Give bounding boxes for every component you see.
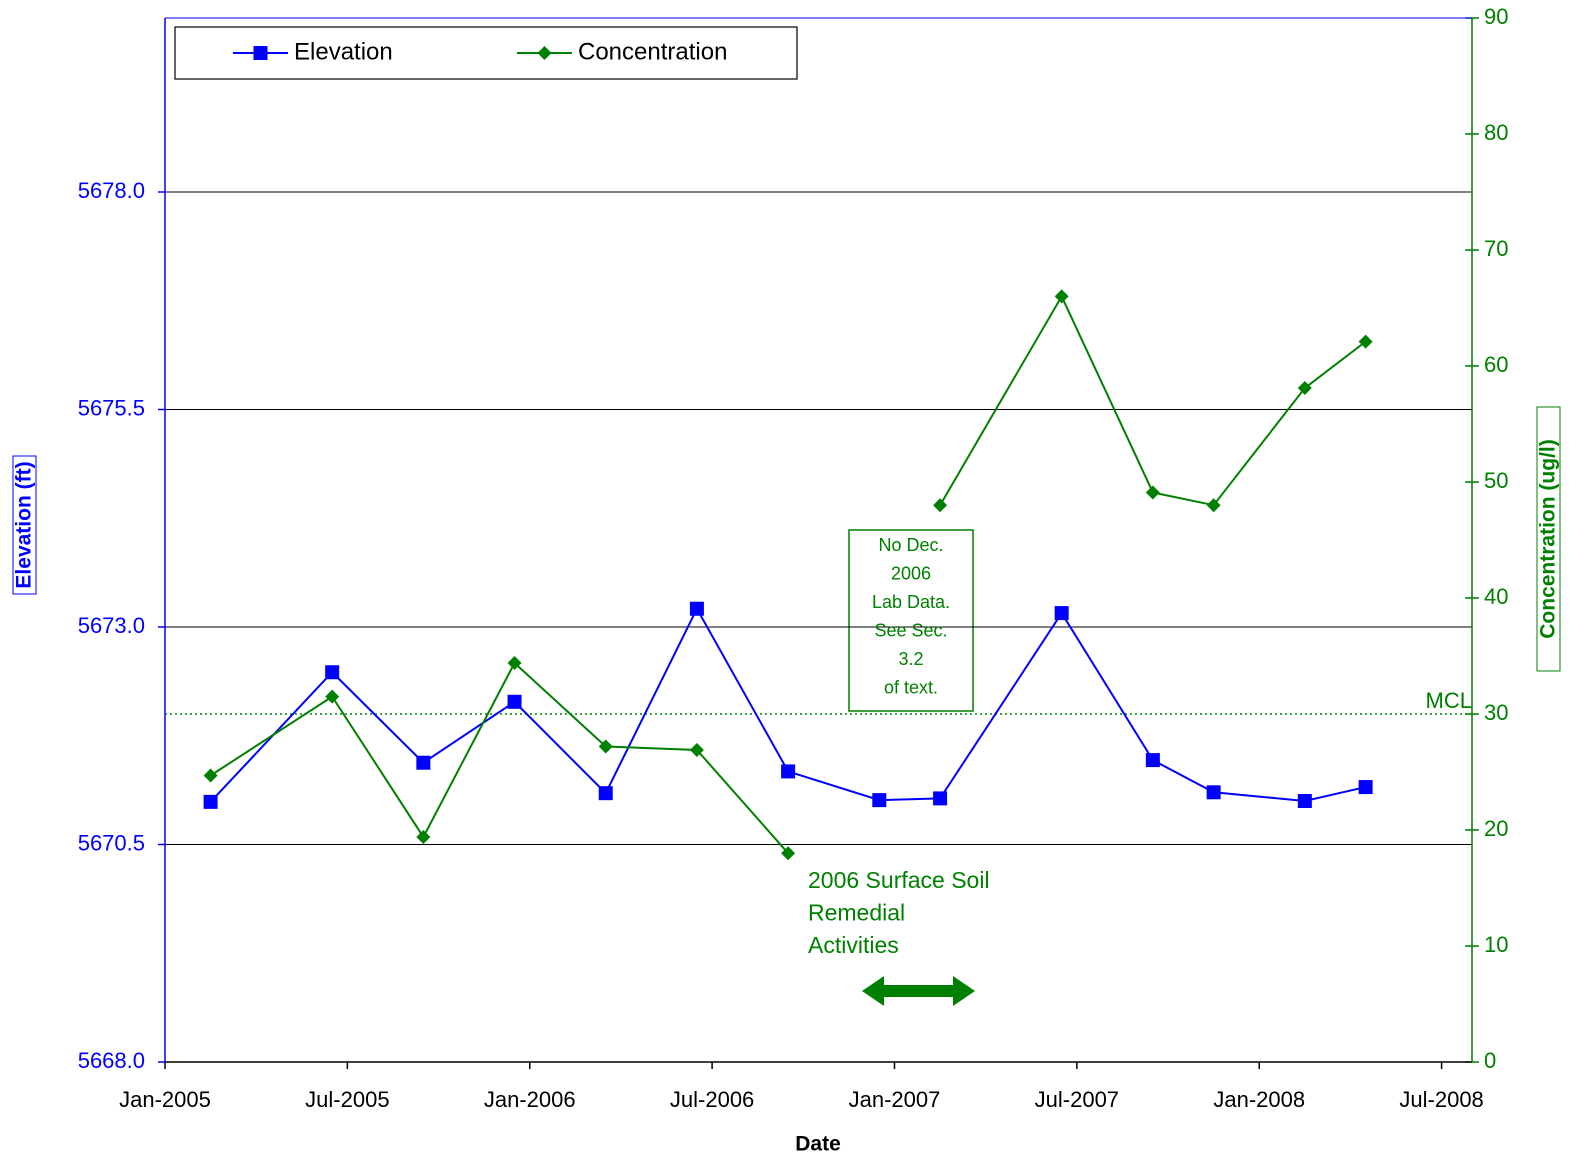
x-tick-label: Jul-2008 <box>1399 1087 1483 1112</box>
data-point <box>1297 381 1312 396</box>
data-point <box>1297 794 1312 808</box>
y2-title-box <box>1536 406 1561 672</box>
annotation-text: Remedial <box>808 900 905 926</box>
data-point <box>933 498 948 513</box>
reference-label: MCL <box>1426 688 1472 713</box>
data-point <box>1145 753 1160 768</box>
data-point <box>598 786 613 801</box>
annotation-text: See Sec. <box>874 620 947 640</box>
y2-tick-label: 90 <box>1484 4 1508 29</box>
y2-tick-label: 80 <box>1484 120 1508 145</box>
data-point <box>325 665 340 680</box>
y2-tick-label: 10 <box>1484 932 1508 957</box>
legend-marker <box>537 46 552 60</box>
x-tick-label: Jul-2007 <box>1035 1087 1119 1112</box>
annotation-text: No Dec. <box>878 535 943 555</box>
annotation-text: Activities <box>808 932 899 958</box>
double-arrow <box>862 976 975 1006</box>
annotation-text: Lab Data. <box>872 592 950 612</box>
y2-tick-label: 30 <box>1484 700 1508 725</box>
y-tick-label: 5675.5 <box>78 395 145 420</box>
y-axis-title: Elevation (ft) <box>13 461 36 588</box>
annotation-text: 2006 Surface Soil <box>808 867 990 893</box>
x-tick-label: Jan-2008 <box>1213 1087 1305 1112</box>
data-point <box>1054 289 1069 304</box>
data-point <box>1358 780 1373 795</box>
legend-label: Elevation <box>294 38 393 65</box>
data-point <box>1145 485 1160 500</box>
x-tick-label: Jan-2006 <box>484 1087 576 1112</box>
y2-tick-label: 40 <box>1484 584 1508 609</box>
data-point <box>1206 498 1221 513</box>
x-axis-title: Date <box>795 1133 841 1156</box>
y-tick-label: 5670.5 <box>78 830 145 855</box>
series-line <box>939 294 1367 507</box>
data-point <box>598 739 613 754</box>
data-point <box>1054 606 1069 621</box>
data-point <box>507 655 522 670</box>
y-title-box <box>12 455 37 595</box>
data-point <box>689 601 704 616</box>
y2-tick-label: 50 <box>1484 468 1508 493</box>
data-point <box>416 829 431 844</box>
annotation-box <box>848 529 974 712</box>
x-tick-label: Jul-2006 <box>670 1087 754 1112</box>
y-tick-label: 5668.0 <box>78 1048 145 1073</box>
data-point <box>781 764 796 779</box>
legend-label: Concentration <box>578 38 727 65</box>
data-point <box>416 755 431 770</box>
data-point <box>689 742 704 757</box>
y2-tick-label: 0 <box>1484 1048 1496 1073</box>
y2-tick-label: 70 <box>1484 236 1508 261</box>
series-line <box>209 606 1366 803</box>
data-point <box>781 846 796 861</box>
y2-axis-title: Concentration (ug/l) <box>1537 439 1560 638</box>
x-tick-label: Jan-2005 <box>119 1087 211 1112</box>
legend-marker <box>253 46 268 60</box>
y-tick-label: 5678.0 <box>78 178 145 203</box>
data-point <box>933 791 948 806</box>
y2-tick-label: 60 <box>1484 352 1508 377</box>
y2-tick-label: 20 <box>1484 816 1508 841</box>
data-point <box>203 794 218 809</box>
data-point <box>872 793 887 808</box>
y-tick-label: 5673.0 <box>78 613 145 638</box>
data-point <box>507 694 522 709</box>
data-point <box>1206 785 1221 800</box>
annotation-text: 3.2 <box>898 649 923 669</box>
annotation-text: of text. <box>884 677 938 697</box>
data-point <box>203 768 218 783</box>
annotation-text: 2006 <box>891 563 931 583</box>
data-point <box>325 689 340 704</box>
data-point <box>1358 334 1373 349</box>
x-tick-label: Jul-2005 <box>305 1087 389 1112</box>
x-tick-label: Jan-2007 <box>849 1087 941 1112</box>
